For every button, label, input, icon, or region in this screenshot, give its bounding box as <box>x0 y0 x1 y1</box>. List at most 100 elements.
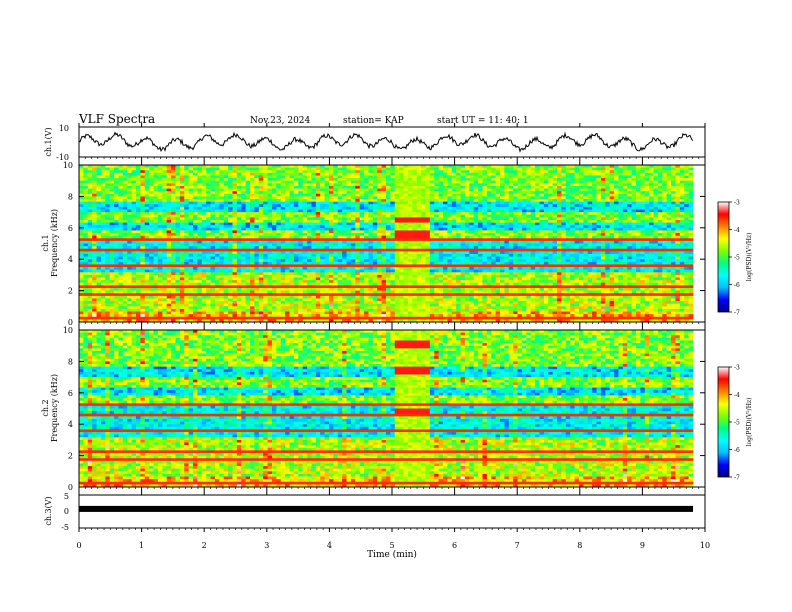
spectrogram-cell <box>214 219 220 223</box>
spectrogram-cell <box>315 314 321 318</box>
spectrogram-cell <box>315 311 321 315</box>
spectrogram-cell <box>399 256 404 260</box>
spectrogram-cell <box>307 319 312 323</box>
spectrogram-cell <box>210 227 216 231</box>
spectrogram-cell <box>298 308 304 312</box>
spectrogram-cell <box>293 251 299 255</box>
spectrogram-cell <box>263 303 268 307</box>
spectrogram-cell <box>114 191 119 195</box>
spectrogram-cell <box>320 240 325 244</box>
spectrogram-cell <box>280 172 286 176</box>
spectrogram-cell <box>144 170 150 174</box>
spectrogram-cell <box>114 180 119 184</box>
spectrogram-cell <box>245 178 251 182</box>
spectrogram-cell <box>421 222 426 226</box>
spectrogram-cell <box>201 290 207 294</box>
spectrogram-cell <box>412 204 418 208</box>
spectrogram-cell <box>355 272 361 276</box>
spectrogram-cell <box>421 261 426 265</box>
spectrogram-cell <box>206 196 211 200</box>
spectrogram-cell <box>228 287 233 291</box>
spectrogram-cell <box>403 227 409 231</box>
spectrogram-cell <box>105 180 111 184</box>
spectrogram-cell <box>377 175 383 179</box>
spectrogram-cell <box>377 287 383 291</box>
spectrogram-cell <box>289 311 295 315</box>
spectrogram-cell <box>394 248 400 252</box>
spectrogram-cell <box>429 227 435 231</box>
spectrogram-cell <box>232 214 238 218</box>
spectrogram-cell <box>87 285 93 289</box>
spectrogram-cell <box>307 290 312 294</box>
spectrogram-cell <box>381 178 387 182</box>
spectrogram-cell <box>438 225 444 229</box>
spectrogram-cell <box>394 204 400 208</box>
spectrogram-cell <box>241 180 247 184</box>
spectrogram-cell <box>271 170 277 174</box>
spectrogram-cell <box>219 204 225 208</box>
spectrogram-cell <box>179 246 185 250</box>
spectrogram-cell <box>157 214 163 218</box>
spectrogram-cell <box>114 172 119 176</box>
spectrogram-cell <box>267 319 273 323</box>
spectrogram-cell <box>127 303 133 307</box>
spectrogram-cell <box>171 264 176 268</box>
spectrogram-cell <box>223 259 229 263</box>
spectrogram-cell <box>434 301 440 305</box>
spectrogram-cell <box>298 183 304 187</box>
spectrogram-cell <box>179 282 185 286</box>
spectrogram-cell <box>228 201 233 205</box>
spectrogram-cell <box>407 269 413 273</box>
spectrogram-cell <box>122 306 128 310</box>
spectrogram-cell <box>136 316 141 320</box>
spectrogram-cell <box>407 301 413 305</box>
spectrogram-cell <box>228 306 233 310</box>
spectrogram-cell <box>166 180 172 184</box>
spectrogram-cell <box>157 185 163 189</box>
spectrogram-cell <box>407 311 413 315</box>
spectrogram-cell <box>429 277 435 281</box>
spectrogram-cell <box>311 212 317 216</box>
spectrogram-cell <box>153 293 159 297</box>
spectrogram-cell <box>346 264 352 268</box>
spectrogram-cell <box>372 165 378 169</box>
spectrogram-cell <box>320 219 325 223</box>
spectrogram-cell <box>166 316 172 320</box>
spectrogram-cell <box>122 233 128 237</box>
spectrogram-cell <box>394 209 400 213</box>
spectrogram-cell <box>293 212 299 216</box>
spectrogram-cell <box>105 267 111 271</box>
spectrogram-cell <box>105 238 111 242</box>
spectrogram-cell <box>162 175 168 179</box>
spectrogram-cell <box>311 209 317 213</box>
spectrogram-cell <box>355 204 361 208</box>
spectrogram-cell <box>105 272 111 276</box>
spectrogram-cell <box>131 185 137 189</box>
spectrogram-cell <box>307 212 312 216</box>
spectrogram-cell <box>421 217 426 221</box>
spectrogram-cell <box>429 272 435 276</box>
spectrogram-cell <box>206 301 211 305</box>
spectrogram-cell <box>377 295 383 299</box>
spectrogram-cell <box>83 259 89 263</box>
spectrogram-cell <box>425 196 431 200</box>
spectrogram-cell <box>276 287 282 291</box>
spectrogram-cell <box>315 285 321 289</box>
spectrogram-cell <box>271 308 277 312</box>
spectrogram-cell <box>245 290 251 294</box>
spectrogram-cell <box>149 185 154 189</box>
spectrogram-cell <box>425 199 431 203</box>
spectrogram-cell <box>140 225 146 229</box>
spectrogram-cell <box>359 230 365 234</box>
spectrogram-cell <box>184 193 190 197</box>
spectrogram-cell <box>162 301 168 305</box>
spectrogram-cell <box>179 253 185 257</box>
spectrogram-cell <box>394 191 400 195</box>
spectrogram-cell <box>140 277 146 281</box>
spectrogram-cell <box>157 308 163 312</box>
spectrogram-cell <box>254 303 260 307</box>
spectrogram-cell <box>258 311 264 315</box>
spectrogram-cell <box>289 175 295 179</box>
spectrogram-cell <box>96 196 102 200</box>
spectrogram-cell <box>236 303 242 307</box>
